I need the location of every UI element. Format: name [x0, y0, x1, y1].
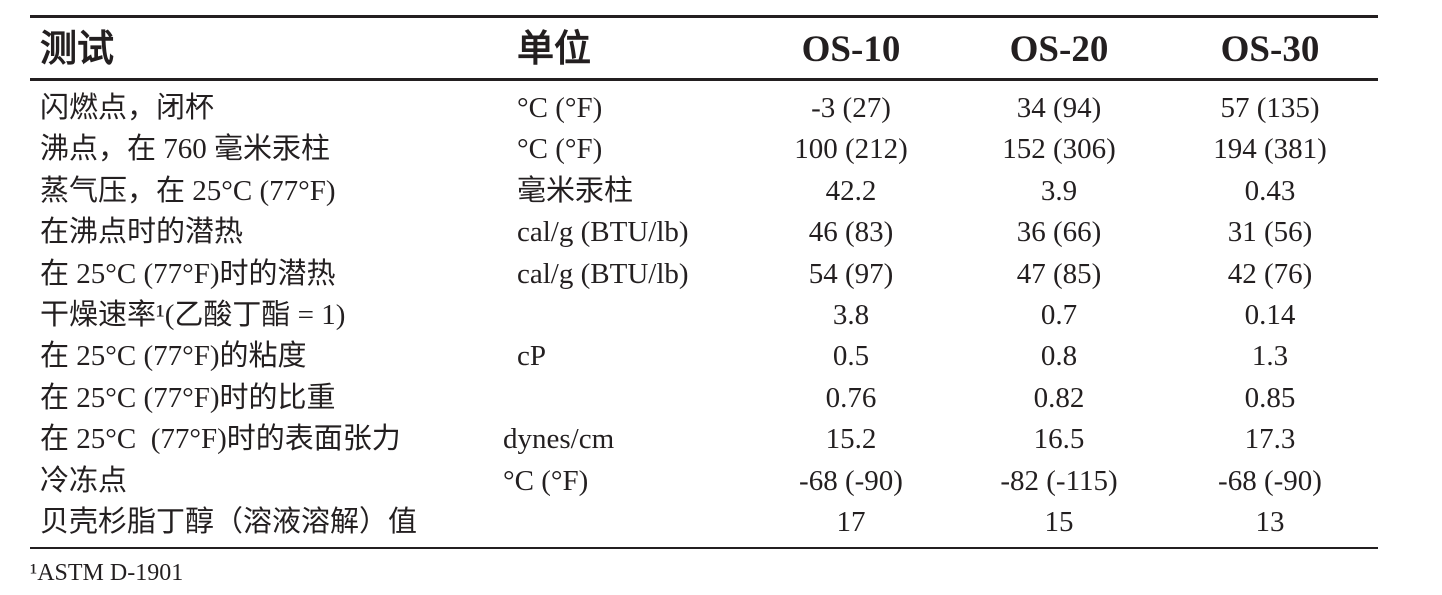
test-name: 在沸点时的潜热 [40, 216, 244, 249]
header-cell: OS-30 [1220, 29, 1320, 70]
unit: °C (°F) [517, 92, 603, 124]
unit: dynes/cm [503, 423, 615, 456]
value: 0.8 [1040, 340, 1078, 373]
test-name: 沸点，在 760 毫米汞柱 [40, 133, 331, 166]
test-name: 贝壳杉脂丁醇（溶液溶解）值 [40, 506, 418, 538]
value: 152 (306) [1002, 133, 1116, 166]
header-cell: OS-20 [1009, 29, 1109, 70]
value: 34 (94) [1016, 92, 1102, 124]
test-name: 在 25°C (77°F)时的比重 [40, 381, 336, 414]
bottom-rule [30, 547, 1378, 549]
test-name: 冷冻点 [40, 464, 128, 497]
value: 17.3 [1244, 423, 1296, 456]
unit: cP [517, 340, 546, 373]
value: 54 (97) [808, 257, 894, 290]
unit: °C (°F) [503, 464, 589, 497]
value: 194 (381) [1213, 133, 1327, 166]
unit: cal/g (BTU/lb) [517, 257, 689, 290]
value: 0.76 [825, 381, 877, 414]
test-name: 闪燃点，闭杯 [40, 92, 215, 124]
value: 0.85 [1244, 381, 1296, 414]
value: 0.82 [1033, 381, 1085, 414]
value: 0.14 [1244, 299, 1296, 331]
value: -82 (-115) [1000, 464, 1118, 497]
value: 46 (83) [808, 216, 894, 249]
value: 42 (76) [1227, 257, 1313, 290]
value: 3.9 [1040, 174, 1078, 207]
value: 47 (85) [1016, 257, 1102, 290]
value: 0.7 [1040, 299, 1078, 331]
unit: cal/g (BTU/lb) [517, 216, 689, 249]
value: 42.2 [825, 174, 877, 207]
value: -68 (-90) [1218, 464, 1322, 497]
value: -68 (-90) [799, 464, 903, 497]
header-cell: 测试 [40, 29, 114, 70]
value: 13 [1255, 506, 1285, 538]
top-rule [30, 15, 1378, 18]
value: 0.43 [1244, 174, 1296, 207]
value: 57 (135) [1220, 92, 1320, 124]
value: 17 [836, 506, 866, 538]
value: 15 [1044, 506, 1074, 538]
value: 15.2 [825, 423, 877, 456]
test-name: 在 25°C (77°F)时的表面张力 [40, 423, 401, 456]
value: -3 (27) [811, 92, 891, 124]
value: 100 (212) [794, 133, 908, 166]
value: 1.3 [1251, 340, 1289, 373]
unit: 毫米汞柱 [517, 174, 634, 207]
value: 31 (56) [1227, 216, 1313, 249]
footnote: ¹ASTM D-1901 [30, 560, 184, 586]
value: 3.8 [832, 299, 870, 331]
header-cell: 单位 [517, 29, 591, 70]
value: 36 (66) [1016, 216, 1102, 249]
header-rule [30, 78, 1378, 81]
unit: °C (°F) [517, 133, 603, 166]
value: 16.5 [1033, 423, 1085, 456]
test-name: 干燥速率¹(乙酸丁酯 = 1) [40, 299, 346, 331]
header-cell: OS-10 [801, 29, 901, 70]
test-name: 在 25°C (77°F)的粘度 [40, 340, 307, 373]
test-name: 在 25°C (77°F)时的潜热 [40, 257, 336, 290]
value: 0.5 [832, 340, 870, 373]
test-name: 蒸气压，在 25°C (77°F) [40, 174, 336, 207]
